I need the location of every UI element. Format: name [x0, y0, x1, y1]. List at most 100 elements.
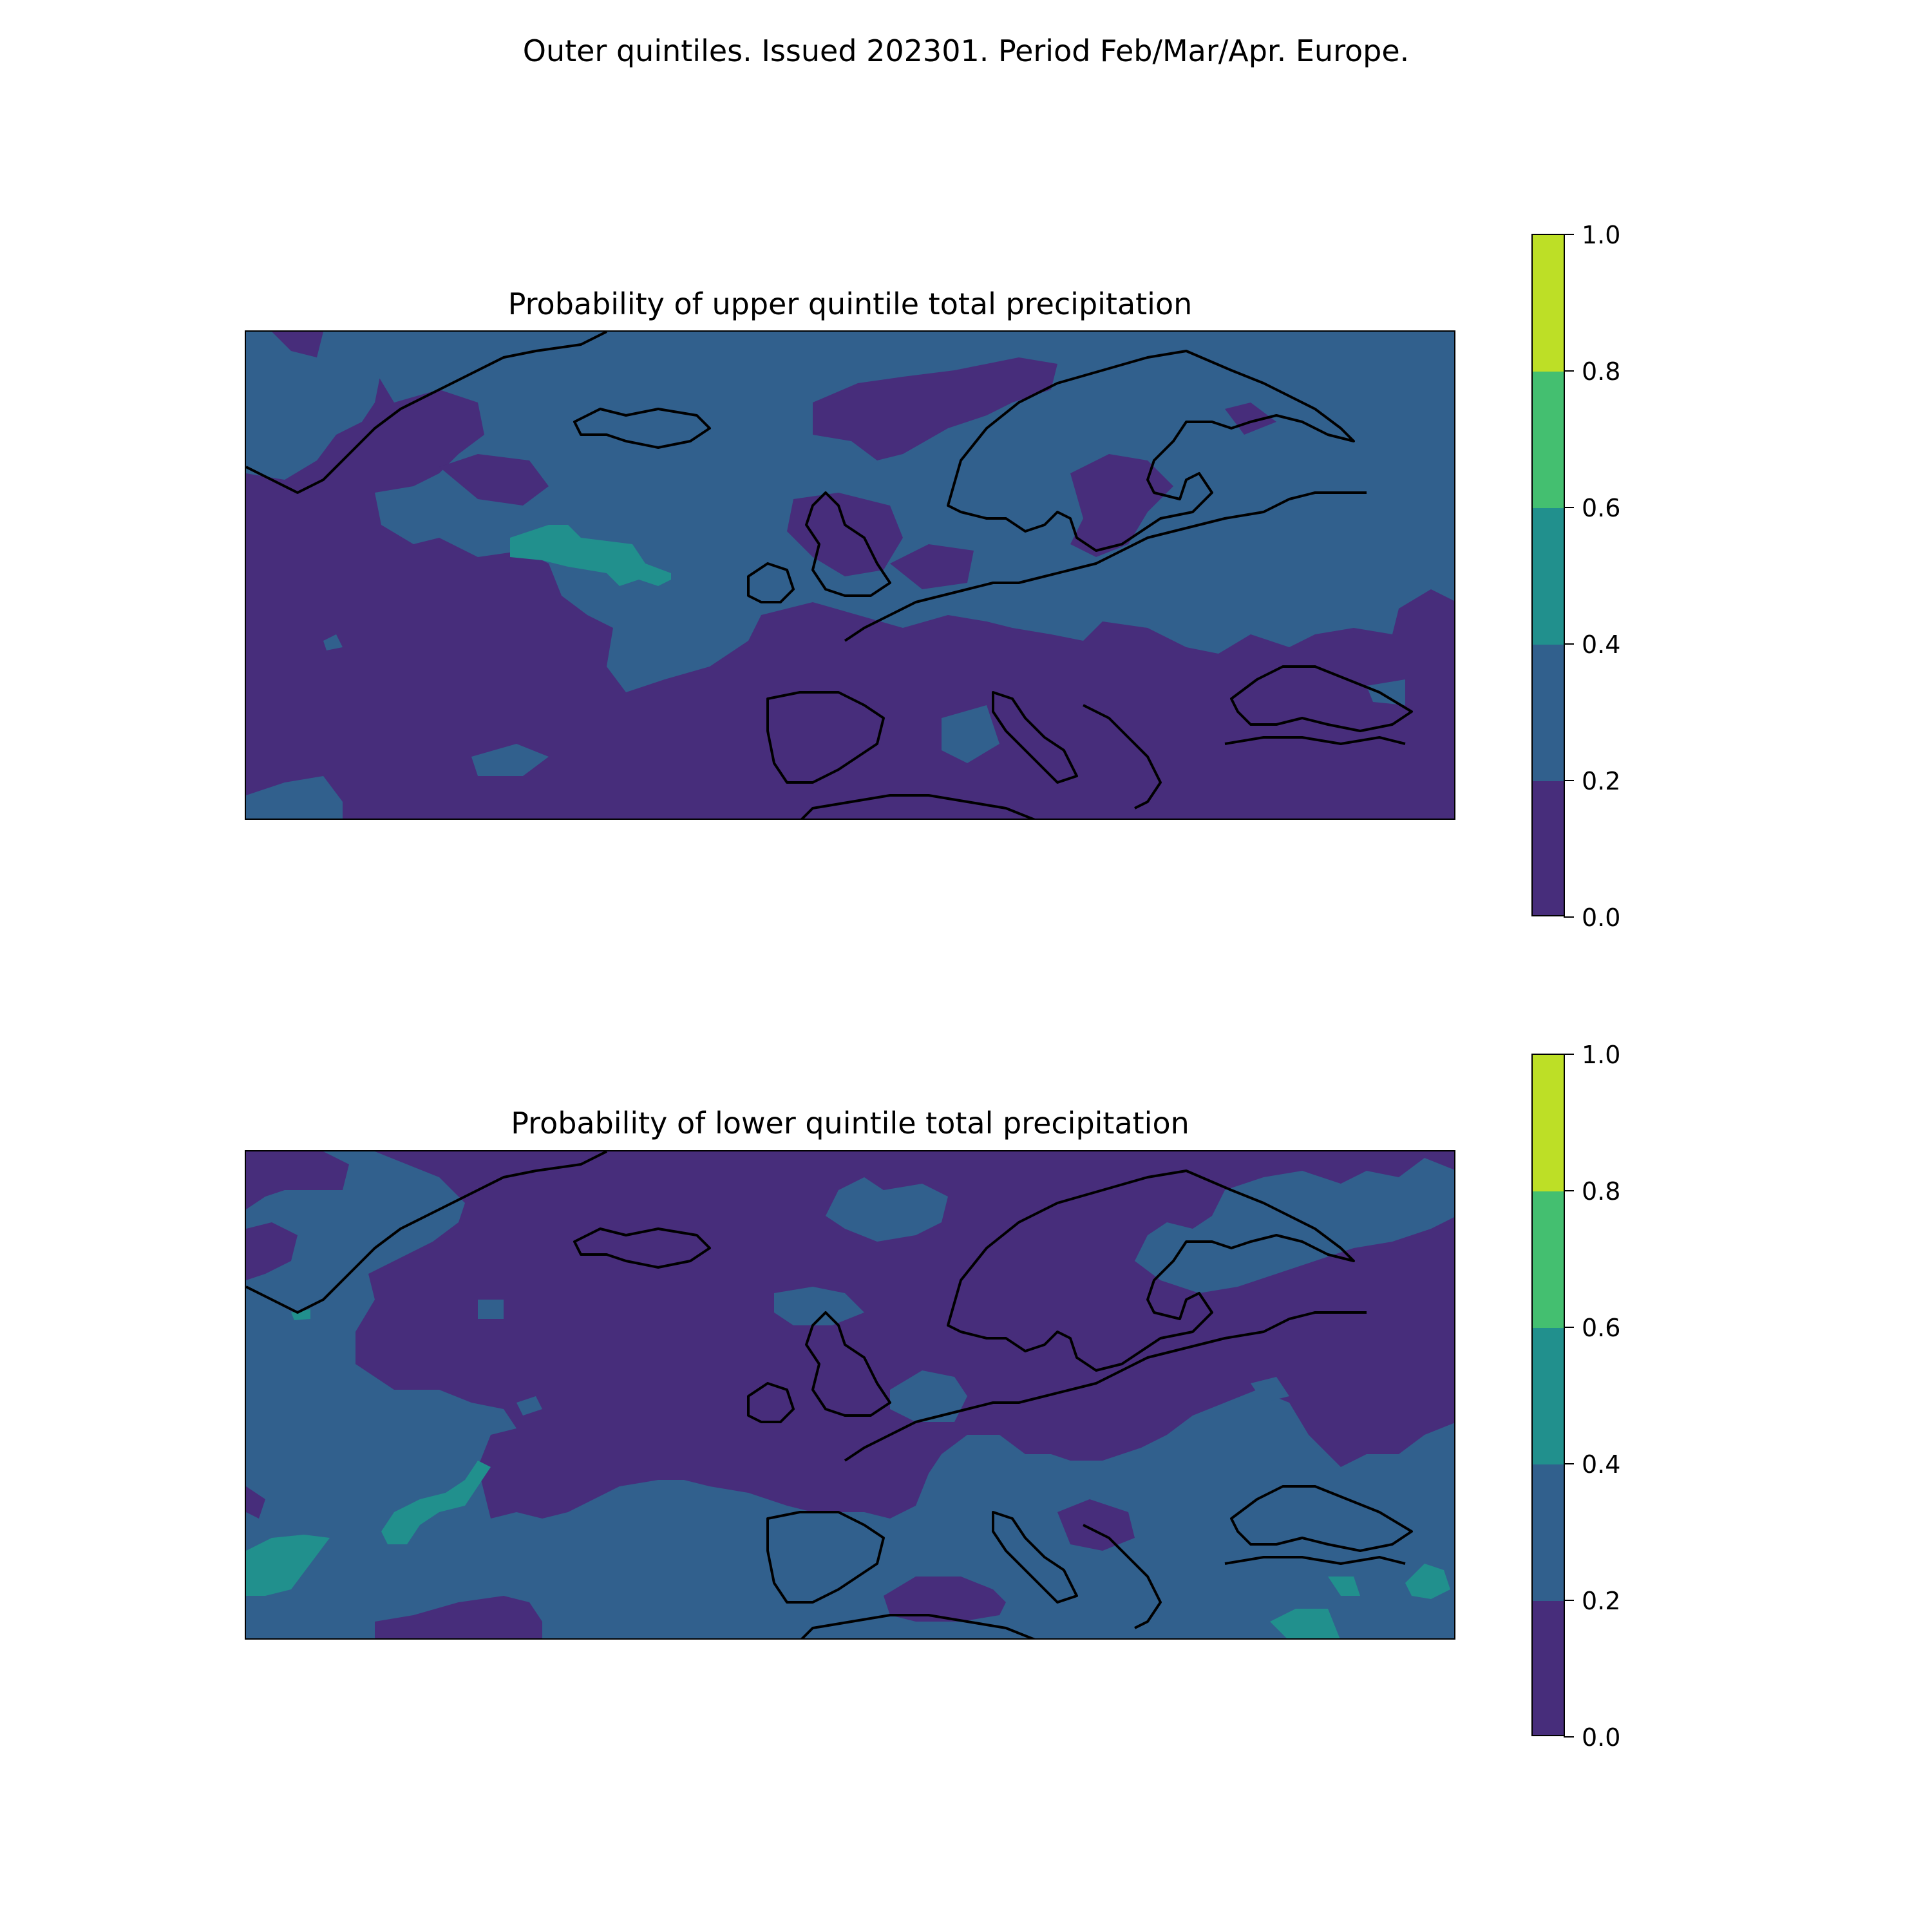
lower-island-central-europe — [890, 1370, 967, 1422]
lower-coast-greenland — [246, 1151, 607, 1314]
lower-cbar-label: 0.8 — [1582, 1177, 1621, 1206]
upper-cbar-seg-0.8-1.0 — [1533, 235, 1564, 372]
upper-cbar-seg-0.2-0.4 — [1533, 645, 1564, 781]
upper-coast-turkey — [1224, 736, 1406, 745]
lower-coast-balkans — [1083, 1524, 1162, 1629]
upper-cbar-tick — [1564, 507, 1574, 508]
lower-region-greenland-mid — [246, 1222, 298, 1280]
lower-region-atlantic-patch — [381, 1461, 491, 1544]
lower-cbar-tick — [1564, 1463, 1574, 1464]
lower-island-east-small — [1251, 1377, 1289, 1403]
upper-coast-balkans — [1083, 704, 1162, 810]
upper-cbar-label: 0.6 — [1582, 494, 1621, 522]
lower-quintile-map-svg — [246, 1151, 1454, 1638]
lower-region-levant-patch — [1270, 1609, 1340, 1638]
upper-cbar-tick — [1564, 916, 1574, 918]
upper-region-mid-atlantic-high — [510, 525, 671, 586]
upper-island-west — [439, 454, 549, 506]
lower-coast-continent — [844, 1311, 1367, 1462]
upper-coast-italy — [992, 691, 1078, 784]
upper-coast-scandinavia — [947, 350, 1355, 552]
lower-coast-turkey — [1224, 1556, 1406, 1565]
upper-coast-continent — [844, 491, 1367, 642]
lower-region-sea-dot — [1328, 1577, 1360, 1596]
upper-region-iberia — [942, 705, 999, 763]
upper-region-north-band — [246, 332, 381, 480]
lower-island-mid-atlantic — [826, 1177, 948, 1242]
lower-coast-iberia — [766, 1511, 885, 1604]
upper-region-atlantic-small — [471, 744, 549, 776]
upper-cbar-seg-0.4-0.6 — [1533, 508, 1564, 645]
upper-region-dot — [323, 634, 343, 650]
lower-cbar-seg-0.2-0.4 — [1533, 1464, 1564, 1601]
lower-region-balkans — [1057, 1499, 1135, 1551]
lower-cbar-seg-0.0-0.2 — [1533, 1601, 1564, 1735]
lower-regions-0.2-0.4-islands — [478, 1177, 1289, 1422]
lower-region-sw-patch — [246, 1535, 330, 1596]
upper-cbar-tick — [1564, 234, 1574, 235]
lower-region-greenland-west — [246, 1151, 349, 1209]
upper-coast-british — [805, 491, 891, 597]
lower-cbar-tick — [1564, 1327, 1574, 1328]
lower-island-west-small — [478, 1300, 504, 1319]
lower-coast-scandinavia — [947, 1170, 1355, 1372]
lower-cbar-tick — [1564, 1054, 1574, 1055]
figure-suptitle: Outer quintiles. Issued 202301. Period F… — [522, 33, 1410, 68]
lower-cbar-tick — [1564, 1190, 1574, 1191]
lower-coast-black-sea — [1230, 1485, 1413, 1552]
upper-colorbar — [1531, 234, 1565, 916]
lower-cbar-label: 0.6 — [1582, 1314, 1621, 1342]
upper-region-sw-patch — [246, 776, 343, 819]
upper-cbar-label: 0.4 — [1582, 630, 1621, 659]
lower-cbar-seg-0.4-0.6 — [1533, 1328, 1564, 1464]
lower-regions-0.4-0.6 — [246, 1309, 1450, 1638]
upper-coast-ireland — [747, 562, 795, 603]
lower-coast-north-africa — [800, 1614, 1036, 1638]
lower-region-mediterranean — [884, 1577, 1006, 1622]
upper-island-central — [890, 544, 974, 589]
upper-island-ne-atlantic — [813, 357, 1057, 460]
upper-coast-greenland — [246, 332, 607, 494]
upper-cbar-tick — [1564, 370, 1574, 372]
upper-cbar-label: 0.8 — [1582, 357, 1621, 386]
upper-cbar-seg-0.6-0.8 — [1533, 372, 1564, 508]
upper-cbar-seg-0.0-0.2 — [1533, 781, 1564, 915]
upper-cbar-label: 1.0 — [1582, 221, 1621, 249]
upper-coast-iceland — [573, 408, 711, 449]
lower-cbar-label: 1.0 — [1582, 1041, 1621, 1069]
upper-coast-iberia — [766, 691, 885, 784]
lower-region-east-patch — [1405, 1564, 1450, 1599]
upper-quintile-title: Probability of upper quintile total prec… — [507, 287, 1193, 321]
lower-cbar-tick — [1564, 1736, 1574, 1738]
lower-coast-ireland — [747, 1382, 795, 1423]
lower-island-west-dot — [516, 1396, 542, 1416]
lower-regions-0.0-0.2 — [246, 1151, 1454, 1638]
upper-island-norway — [1225, 402, 1276, 435]
lower-quintile-title: Probability of lower quintile total prec… — [511, 1106, 1189, 1141]
lower-cbar-label: 0.2 — [1582, 1587, 1621, 1615]
upper-regions-0.4-0.6 — [510, 525, 671, 586]
lower-coastlines — [246, 1151, 1413, 1638]
lower-colorbar — [1531, 1054, 1565, 1736]
upper-coastlines — [246, 332, 1413, 819]
upper-region-north-atlantic — [375, 332, 1454, 692]
lower-cbar-label: 0.0 — [1582, 1723, 1621, 1752]
upper-coast-north-africa — [800, 794, 1036, 819]
upper-region-east-small — [1367, 679, 1405, 705]
upper-coast-black-sea — [1230, 665, 1413, 732]
upper-cbar-tick — [1564, 780, 1574, 781]
lower-region-west-edge — [246, 1486, 265, 1519]
lower-cbar-seg-0.8-1.0 — [1533, 1055, 1564, 1191]
upper-cbar-label: 0.0 — [1582, 904, 1621, 932]
lower-cbar-label: 0.4 — [1582, 1450, 1621, 1479]
lower-cbar-tick — [1564, 1600, 1574, 1601]
lower-coast-british — [805, 1311, 891, 1417]
upper-regions-0.2-0.4 — [246, 332, 1454, 819]
lower-island-north-sea — [774, 1287, 864, 1325]
lower-coast-italy — [992, 1511, 1078, 1604]
upper-quintile-map-svg — [246, 332, 1454, 819]
upper-cbar-tick — [1564, 643, 1574, 645]
lower-cbar-seg-0.6-0.8 — [1533, 1191, 1564, 1328]
lower-region-sw-atlantic — [375, 1596, 542, 1638]
lower-coast-iceland — [573, 1227, 711, 1269]
